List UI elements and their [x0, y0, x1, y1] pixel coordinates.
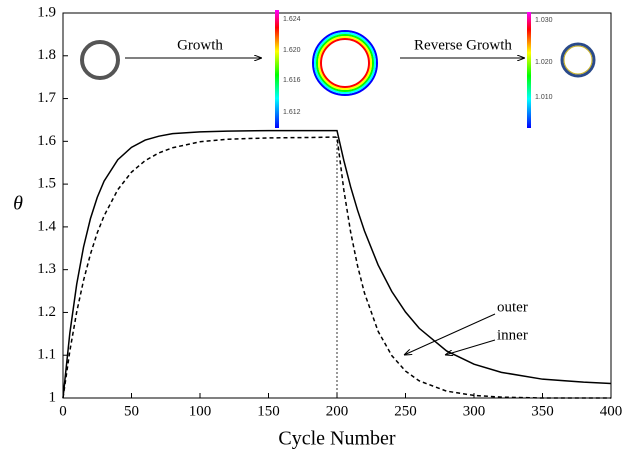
x-tick-label: 400: [600, 403, 623, 419]
series-label: inner: [497, 327, 528, 343]
line-series: [62, 136, 611, 399]
y-tick-label: 1.2: [37, 304, 56, 320]
series-label: outer: [497, 299, 528, 315]
ring-initial: [80, 40, 120, 80]
y-tick-label: 1.7: [37, 90, 56, 106]
colorbar-label: 1.030: [535, 17, 553, 24]
annotation: Growth: [177, 37, 223, 53]
colorbar-label: 1.620: [283, 47, 301, 54]
colorbar: [527, 12, 531, 128]
x-tick-label: 100: [189, 403, 212, 419]
y-tick-label: 1.6: [37, 133, 56, 149]
colorbar-label: 1.616: [283, 77, 301, 84]
x-axis-label: Cycle Number: [278, 428, 396, 450]
x-tick-label: 0: [59, 403, 67, 419]
y-tick-label: 1.3: [37, 261, 56, 277]
ring-grown: [312, 30, 378, 96]
y-tick-label: 1.9: [37, 4, 56, 20]
annotation: Reverse Growth: [414, 37, 512, 53]
x-tick-label: 350: [531, 403, 554, 419]
colorbar-label: 1.612: [283, 109, 301, 116]
y-tick-label: 1.8: [37, 47, 56, 63]
x-tick-label: 150: [257, 403, 280, 419]
arrow: [445, 339, 496, 355]
colorbar-label: 1.624: [283, 16, 301, 23]
ring-reversed: [563, 45, 593, 75]
colorbar-label: 1.010: [535, 94, 553, 101]
colorbar: [275, 10, 279, 128]
x-tick-label: 50: [124, 403, 139, 419]
arrow: [404, 313, 496, 355]
y-tick-label: 1.5: [37, 176, 56, 192]
y-tick-label: 1: [49, 389, 57, 405]
x-tick-label: 300: [463, 403, 486, 419]
colorbar-label: 1.020: [535, 59, 553, 66]
y-tick-label: 1.1: [37, 347, 56, 363]
y-tick-label: 1.4: [37, 218, 56, 234]
x-tick-label: 250: [394, 403, 417, 419]
y-axis-label: θ: [13, 193, 23, 215]
line-series: [62, 129, 612, 399]
x-tick-label: 200: [326, 403, 349, 419]
ring-reversed: [560, 42, 596, 78]
